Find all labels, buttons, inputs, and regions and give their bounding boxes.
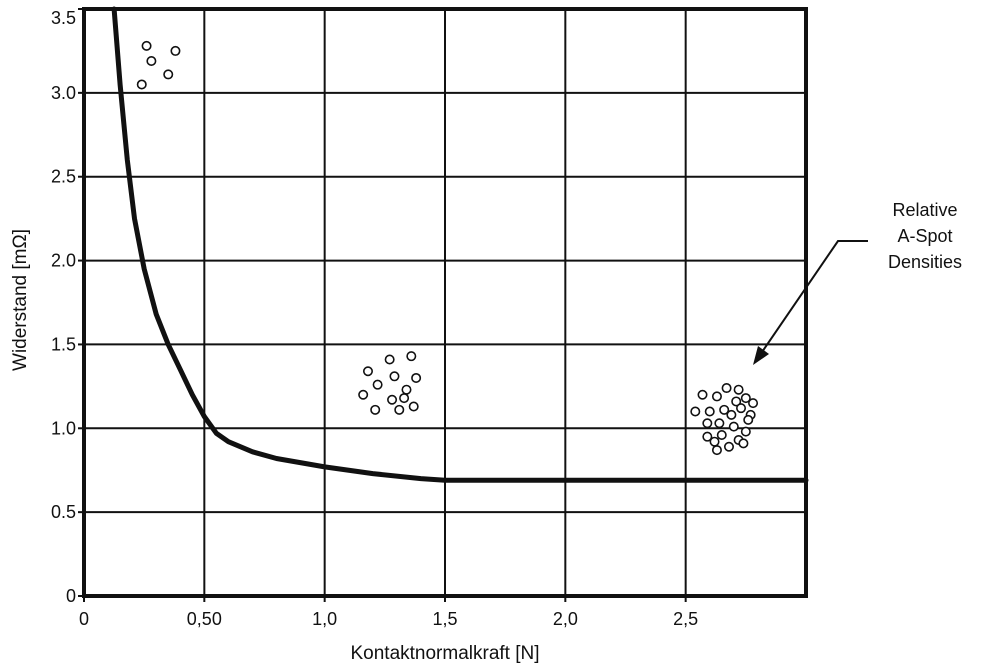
- annotation-relative-a-spot-densities: Relative A-Spot Densities: [888, 200, 962, 272]
- a-spot-marker: [411, 372, 422, 383]
- a-spot-marker: [704, 406, 715, 417]
- a-spot-marker: [736, 403, 747, 414]
- y-tick-label: 2.0: [51, 251, 76, 271]
- a-spot-marker: [711, 445, 722, 456]
- annotation-line: Densities: [888, 252, 962, 272]
- a-spot-marker: [726, 409, 737, 420]
- a-spot-marker: [740, 393, 751, 404]
- y-axis-label: Widerstand [mΩ]: [10, 229, 31, 371]
- a-spot-marker: [721, 383, 732, 394]
- a-spot-marker: [370, 404, 381, 415]
- y-tick-label: 0.5: [51, 502, 76, 522]
- a-spot-marker: [743, 414, 754, 425]
- x-tick-label: 1,0: [312, 609, 337, 629]
- a-spot-clusters: [136, 40, 759, 456]
- y-tick-labels: 0 0.5 1.0 1.5 2.0 2.5 3.0 3.5: [51, 8, 84, 606]
- y-tick-label: 1.5: [51, 334, 76, 354]
- a-spot-marker: [387, 394, 398, 405]
- a-spot-marker: [163, 69, 174, 80]
- a-spot-marker: [740, 426, 751, 437]
- a-spot-marker: [709, 436, 720, 447]
- a-spot-marker: [697, 389, 708, 400]
- a-spot-marker: [141, 40, 152, 51]
- x-tick-label: 0,50: [187, 609, 222, 629]
- a-spot-marker: [146, 55, 157, 66]
- x-tick-label: 2,0: [553, 609, 578, 629]
- y-tick-label: 3.5: [51, 8, 76, 28]
- a-spot-marker: [702, 431, 713, 442]
- x-axis-label: Kontaktnormalkraft [N]: [350, 643, 539, 664]
- a-spot-marker: [716, 429, 727, 440]
- grid: [84, 9, 806, 596]
- x-tick-label: 2,5: [673, 609, 698, 629]
- y-tick-label: 0: [66, 586, 76, 606]
- resistance-curve: [111, 6, 809, 483]
- a-spot-marker: [714, 418, 725, 429]
- a-spot-marker: [731, 396, 742, 407]
- a-spot-marker: [358, 389, 369, 400]
- y-tick-label: 3.0: [51, 83, 76, 103]
- y-tick-label: 1.0: [51, 418, 76, 438]
- x-tick-label: 0: [79, 609, 89, 629]
- a-spot-marker: [136, 79, 147, 90]
- annotation-line: Relative: [892, 200, 957, 220]
- a-spot-marker: [723, 441, 734, 452]
- a-spot-marker: [170, 45, 181, 56]
- a-spot-marker: [728, 421, 739, 432]
- annotation-line: A-Spot: [897, 226, 952, 246]
- a-spot-marker: [733, 384, 744, 395]
- a-spot-marker: [406, 351, 417, 362]
- a-spot-marker: [384, 354, 395, 365]
- a-spot-marker: [711, 391, 722, 402]
- x-tick-labels: 0 0,50 1,0 1,5 2,0 2,5: [79, 596, 698, 629]
- a-spot-marker: [702, 418, 713, 429]
- a-spot-marker: [362, 366, 373, 377]
- x-tick-label: 1,5: [432, 609, 457, 629]
- a-spot-marker: [389, 371, 400, 382]
- y-tick-label: 2.5: [51, 167, 76, 187]
- annotation-arrow: [753, 240, 868, 365]
- a-spot-marker: [408, 401, 419, 412]
- a-spot-marker: [719, 404, 730, 415]
- a-spot-marker: [401, 384, 412, 395]
- a-spot-marker: [748, 398, 759, 409]
- a-spot-marker: [399, 393, 410, 404]
- a-spot-marker: [738, 438, 749, 449]
- a-spot-marker: [372, 379, 383, 390]
- a-spot-marker: [690, 406, 701, 417]
- a-spot-marker: [394, 404, 405, 415]
